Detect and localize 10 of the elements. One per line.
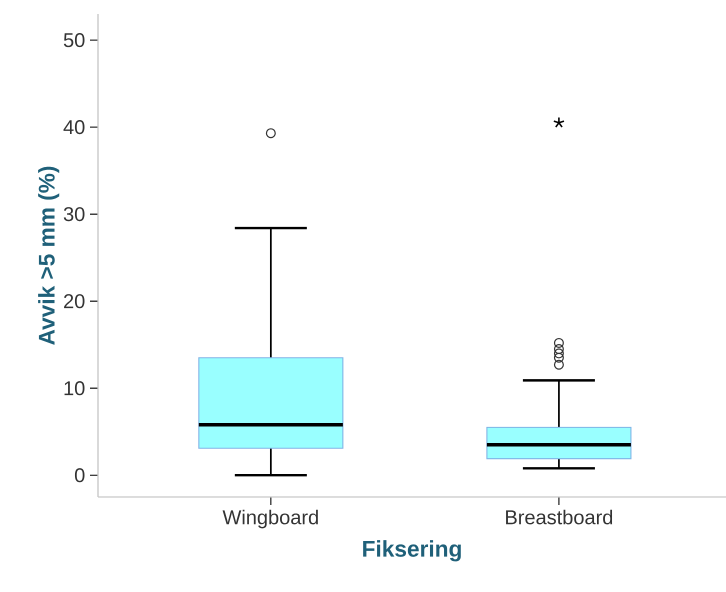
y-tick-label: 40 [64,120,84,134]
y-tick-label: 50 [64,33,84,48]
y-tick-label: 0 [74,468,84,482]
y-axis-title: Avvik >5 mm (%) [38,166,60,345]
x-tick-label: Breastboard [506,510,612,524]
x-axis-title: Fiksering [363,540,461,562]
y-tick-label: 20 [64,294,84,308]
y-tick-label: 30 [64,207,84,222]
y-tick-label: 10 [64,381,84,396]
x-tick-label: Wingboard [222,510,318,528]
